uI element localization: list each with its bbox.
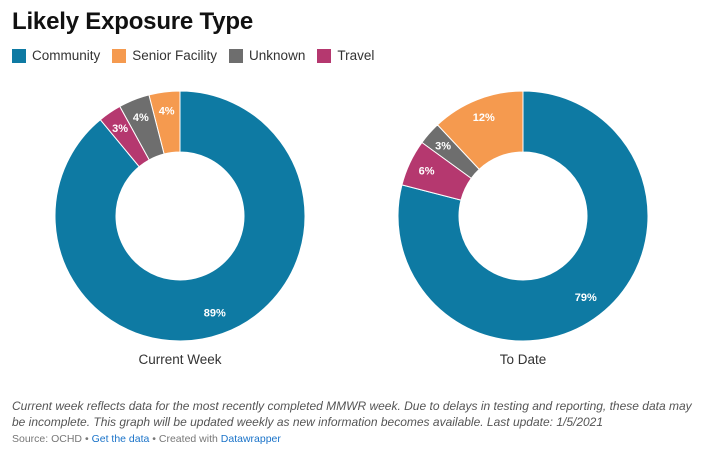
legend-swatch-travel — [317, 48, 332, 63]
legend: Community Senior Facility Unknown Travel — [12, 48, 386, 63]
donut-chart-to-date: 79% 12% 3% 6% To Date — [397, 90, 649, 367]
slice-community — [54, 90, 306, 342]
slice-label-travel: 6% — [419, 166, 435, 178]
legend-label-senior-facility: Senior Facility — [132, 48, 218, 63]
created-with-text: Created with — [158, 433, 218, 445]
slice-senior-facility — [436, 90, 524, 171]
legend-label-unknown: Unknown — [249, 48, 306, 63]
chart-note: Current week reflects data for the most … — [12, 399, 692, 429]
slice-label-community: 89% — [204, 307, 226, 319]
source-text: Source: OCHD — [12, 433, 83, 445]
slice-community — [397, 90, 649, 342]
legend-label-community: Community — [32, 48, 101, 63]
pie-title-current-week: Current Week — [138, 352, 221, 367]
chart-title: Likely Exposure Type — [12, 8, 253, 35]
slice-label-community: 79% — [575, 292, 597, 304]
slice-unknown — [421, 124, 480, 180]
legend-swatch-senior-facility — [112, 48, 127, 63]
slice-senior-facility — [148, 90, 181, 155]
slice-travel — [401, 141, 472, 201]
footer-separator: • — [84, 433, 89, 445]
slice-label-unknown: 3% — [435, 141, 451, 153]
legend-item-travel: Travel — [317, 48, 374, 63]
legend-item-community: Community — [12, 48, 100, 63]
legend-item-senior-facility: Senior Facility — [112, 48, 217, 63]
pie-title-to-date: To Date — [500, 352, 547, 367]
legend-swatch-unknown — [229, 48, 244, 63]
slice-label-senior-facility: 4% — [159, 105, 175, 117]
legend-label-travel: Travel — [337, 48, 375, 63]
source-footer: Source: OCHD • Get the data • Created wi… — [12, 433, 281, 445]
legend-swatch-community — [12, 48, 26, 63]
get-data-link[interactable]: Get the data — [91, 433, 150, 445]
footer-separator: • — [152, 433, 156, 445]
donut-chart-current-week: 89% 4% 4% 3% Current Week — [54, 90, 306, 367]
slice-label-unknown: 4% — [133, 112, 149, 124]
slice-label-senior-facility: 12% — [473, 112, 495, 124]
datawrapper-link[interactable]: Datawrapper — [220, 433, 281, 445]
slice-travel — [99, 105, 150, 168]
slice-label-travel: 3% — [112, 123, 128, 135]
slice-unknown — [119, 94, 165, 161]
legend-item-unknown: Unknown — [229, 48, 305, 63]
